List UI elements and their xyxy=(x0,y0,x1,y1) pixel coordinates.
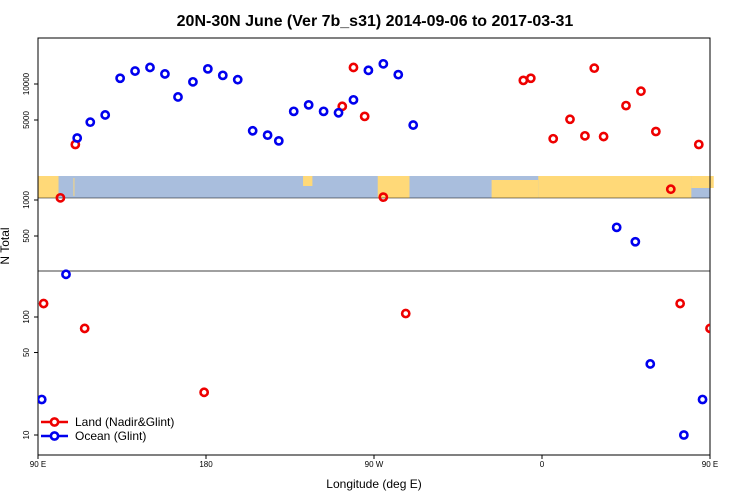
y-tick-label: 10000 xyxy=(22,72,31,95)
point-land-9 xyxy=(378,192,389,203)
point-ocean-31 xyxy=(697,394,708,405)
point-land-22 xyxy=(675,298,686,309)
point-land-10 xyxy=(400,308,411,319)
point-ocean-2 xyxy=(61,269,71,280)
point-land-19 xyxy=(636,86,646,97)
point-land-13 xyxy=(548,133,559,144)
point-ocean-23 xyxy=(363,65,374,76)
x-tick-label: 90 E xyxy=(30,460,46,469)
series-land xyxy=(38,62,710,398)
point-ocean-18 xyxy=(288,106,299,117)
point-ocean-13 xyxy=(217,70,228,81)
legend-item-land: Land (Nadir&Glint) xyxy=(41,415,174,429)
point-ocean-27 xyxy=(611,222,622,233)
point-ocean-15 xyxy=(247,125,258,136)
point-ocean-19 xyxy=(303,99,314,110)
point-ocean-32 xyxy=(718,278,725,285)
point-land-11 xyxy=(518,75,529,86)
x-axis: 90 E 180 90 W 0 90 E xyxy=(30,455,718,469)
point-ocean-7 xyxy=(130,66,140,76)
point-land-23 xyxy=(693,139,704,150)
x-tick-label: 90 E xyxy=(702,460,718,469)
legend: Land (Nadir&Glint)Ocean (Glint) xyxy=(41,415,174,443)
x-tick-label: 90 W xyxy=(365,460,384,469)
point-ocean-29 xyxy=(645,359,656,369)
point-ocean-30 xyxy=(678,430,689,440)
point-land-24 xyxy=(705,323,710,334)
land-region-5 xyxy=(491,180,539,198)
point-land-17 xyxy=(598,131,609,142)
point-land-14 xyxy=(565,114,575,125)
chart-title: 20N-30N June (Ver 7b_s31) 2014-09-06 to … xyxy=(177,13,574,30)
legend-label: Ocean (Glint) xyxy=(75,429,146,443)
point-ocean-21 xyxy=(333,107,344,118)
point-land-21 xyxy=(665,184,676,195)
point-land-4 xyxy=(79,323,90,334)
point-ocean-11 xyxy=(188,76,198,87)
y-tick-label: 500 xyxy=(22,229,31,243)
point-ocean-22 xyxy=(348,94,359,105)
x-tick-label: 180 xyxy=(199,460,213,469)
point-land-15 xyxy=(580,130,590,141)
point-ocean-4 xyxy=(85,117,96,128)
point-ocean-24 xyxy=(378,58,389,69)
legend-label: Land (Nadir&Glint) xyxy=(75,415,174,429)
land-region-7 xyxy=(691,176,714,188)
point-ocean-9 xyxy=(160,69,170,79)
land-region-1 xyxy=(38,176,59,198)
x-tick-label: 0 xyxy=(540,460,545,469)
land-region-4 xyxy=(303,176,313,186)
point-land-18 xyxy=(621,100,631,111)
y-axis: 5000 10000 500 1000 10 50 100 xyxy=(22,72,38,439)
land-region-6 xyxy=(538,176,692,198)
point-land-7 xyxy=(348,62,359,73)
point-ocean-3 xyxy=(72,133,83,143)
data-points xyxy=(38,58,725,440)
land-region-3 xyxy=(377,176,410,198)
point-land-20 xyxy=(650,126,661,137)
point-land-8 xyxy=(359,111,370,122)
world-map-strip xyxy=(38,176,714,198)
point-ocean-5 xyxy=(100,110,111,120)
point-ocean-12 xyxy=(202,63,213,74)
point-ocean-6 xyxy=(115,73,126,84)
point-ocean-8 xyxy=(145,62,155,73)
point-ocean-10 xyxy=(173,92,183,102)
legend-marker xyxy=(49,431,60,441)
x-axis-label: Longitude (deg E) xyxy=(326,477,421,491)
y-tick-label: 100 xyxy=(22,310,31,324)
y-tick-label: 1000 xyxy=(22,191,31,209)
point-land-5 xyxy=(199,387,210,398)
point-land-1 xyxy=(38,298,49,309)
point-land-2 xyxy=(55,192,66,203)
plot-frame xyxy=(37,37,711,456)
legend-marker xyxy=(49,417,60,427)
point-ocean-16 xyxy=(262,130,273,141)
point-ocean-26 xyxy=(408,120,419,130)
series-ocean xyxy=(38,58,725,440)
legend-item-ocean: Ocean (Glint) xyxy=(41,429,146,443)
point-ocean-17 xyxy=(273,135,284,146)
point-ocean-14 xyxy=(232,74,243,85)
point-land-16 xyxy=(589,63,600,74)
point-ocean-1 xyxy=(38,394,47,405)
y-axis-label: N Total xyxy=(0,227,12,264)
y-tick-label: 50 xyxy=(22,348,31,357)
point-ocean-25 xyxy=(393,69,404,80)
y-tick-label: 10 xyxy=(22,430,31,439)
panel-dividers xyxy=(38,197,710,272)
point-land-12 xyxy=(525,73,536,84)
land-region-2 xyxy=(73,178,75,196)
y-tick-label: 5000 xyxy=(22,111,31,129)
point-ocean-20 xyxy=(318,106,329,117)
point-ocean-28 xyxy=(630,236,641,247)
